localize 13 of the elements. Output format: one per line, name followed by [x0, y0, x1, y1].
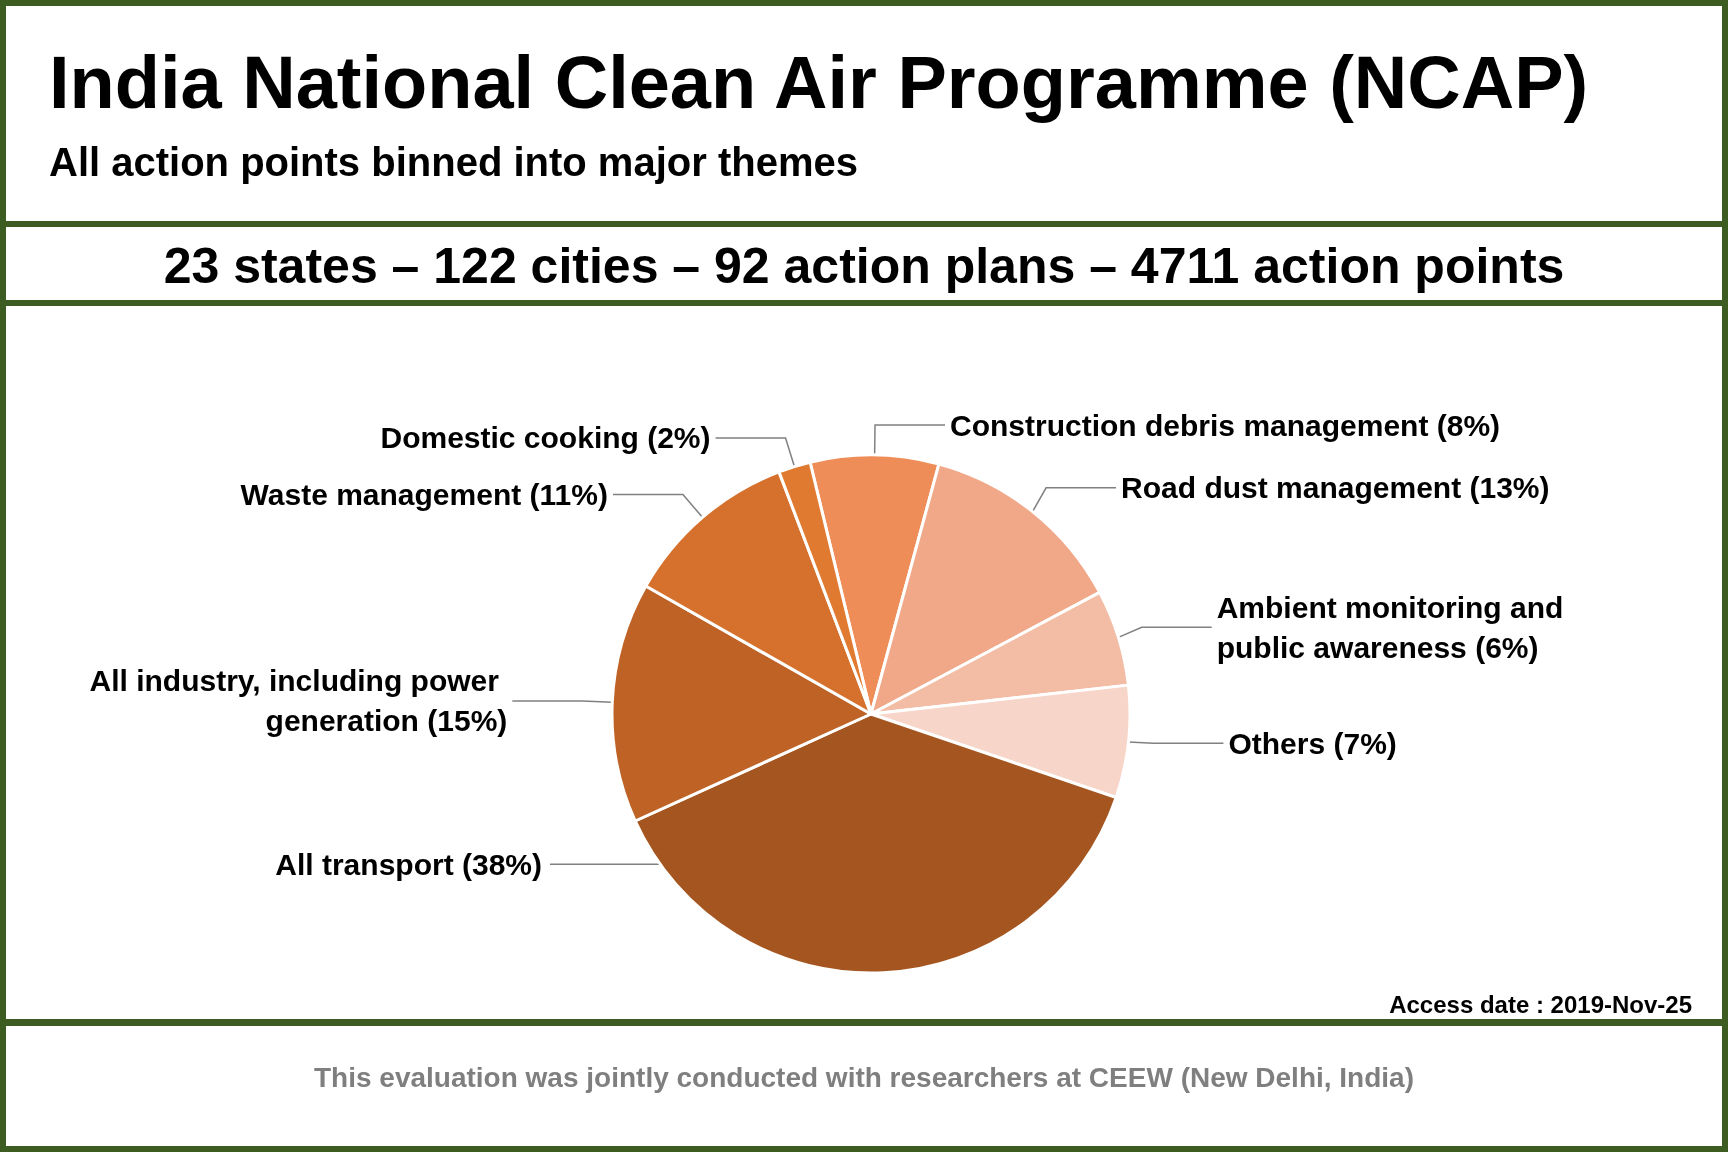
slice-label: Road dust management (13%): [1121, 471, 1550, 505]
text: This evaluation was jointly conducted with researchers at CEEW (New Delhi, India): [313, 1061, 1415, 1095]
slice-label: All industry, including power generation (15%): [89, 664, 508, 738]
slice-label: Others (7%): [1228, 726, 1397, 760]
text: Access date : 2019-Nov-25: [1389, 990, 1692, 1020]
text: 23 states – 122 cities – 92 action plans – 4711 action points: [162, 237, 1566, 296]
slice-label: Waste management (11%): [240, 478, 608, 512]
slice-label: Ambient monitoring and public awareness (6%): [1216, 590, 1572, 664]
chart-subtitle: All action points binned into major themes: [49, 139, 858, 186]
slice-label: All transport (38%): [275, 847, 542, 881]
slice-label: Construction debris management (8%): [950, 408, 1501, 442]
chart-title: India National Clean Air Programme (NCAP): [49, 40, 1589, 126]
slice-label: Domestic cooking (2%): [380, 421, 711, 455]
